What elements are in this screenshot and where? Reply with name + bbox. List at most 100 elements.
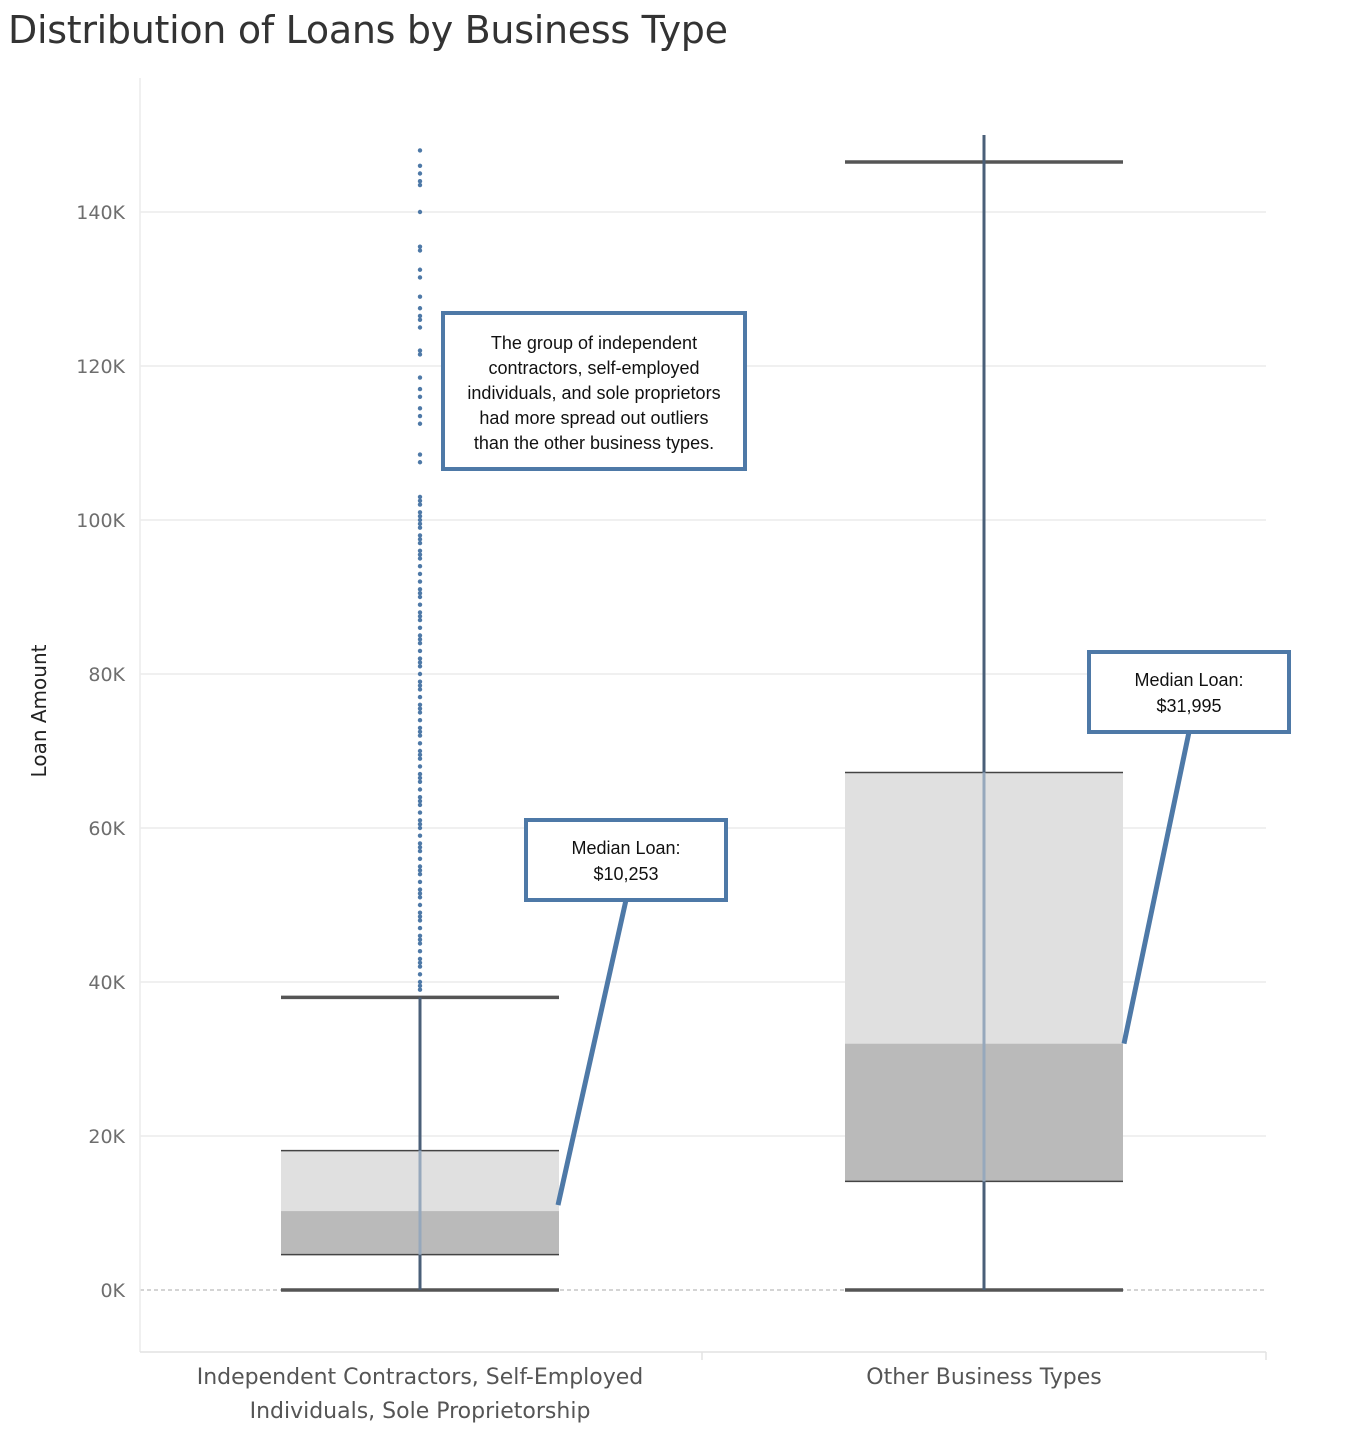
outlier-point (417, 864, 423, 869)
outlier-point (417, 641, 423, 646)
y-tick-label: 120K (76, 356, 125, 378)
outlier-point (417, 579, 423, 584)
annotation-pointer (555, 899, 629, 1206)
outlier-point (417, 748, 423, 754)
outlier-point (417, 702, 423, 707)
outlier-point (417, 413, 423, 419)
annotation-text: contractors, self-employed (488, 358, 699, 378)
outlier-point (417, 872, 423, 877)
outlier-point (417, 460, 423, 465)
outlier-point (417, 752, 423, 758)
outlier-point (417, 845, 423, 850)
outlier-point (417, 294, 423, 299)
outlier-point (417, 571, 423, 577)
annotation-text: had more spread out outliers (479, 408, 708, 428)
outlier-point (417, 918, 423, 923)
annotation-box (524, 818, 728, 902)
outlier-point (417, 887, 423, 892)
outlier-point (417, 610, 423, 615)
annotation-pointer (1121, 731, 1192, 1045)
outlier-point (417, 656, 423, 661)
outlier-point (417, 637, 423, 642)
outlier-point (417, 718, 423, 723)
outlier-point (417, 375, 423, 380)
chart-title: Distribution of Loans by Business Type (8, 8, 728, 52)
outlier-point (417, 979, 423, 985)
outlier-point (417, 949, 423, 954)
outlier-point (417, 148, 423, 153)
outlier-point (417, 633, 423, 638)
outlier-point (417, 756, 423, 761)
outlier-point (417, 956, 423, 962)
annotation-text: $31,995 (1156, 696, 1221, 716)
outlier-point (417, 513, 423, 519)
outlier-point (417, 617, 423, 623)
x-category-label: Individuals, Sole Proprietorship (250, 1399, 591, 1424)
outlier-point (417, 498, 423, 503)
annotation: Median Loan: $31,995 (1087, 650, 1291, 1045)
outlier-point (417, 660, 423, 665)
outlier-point (417, 706, 423, 711)
outlier-point (417, 348, 423, 353)
outlier-point (417, 964, 423, 969)
annotation-layer: The group of independent contractors, sel… (441, 311, 1291, 1206)
y-tick-label: 60K (88, 818, 125, 840)
outlier-point (417, 895, 423, 900)
outlier-point (417, 306, 423, 311)
x-category-label: Other Business Types (866, 1365, 1101, 1390)
outlier-point (417, 406, 423, 411)
annotation-text: $10,253 (593, 864, 658, 884)
outlier-point (417, 602, 423, 607)
outlier-point (417, 267, 423, 272)
outlier-point (417, 163, 423, 168)
outlier-point (417, 614, 423, 619)
y-tick-label: 20K (88, 1126, 125, 1148)
outlier-point (417, 810, 423, 815)
outlier-point (417, 802, 423, 808)
outlier-point (417, 209, 423, 215)
annotation-text: Median Loan: (1134, 670, 1243, 690)
outlier-point (417, 818, 423, 823)
outlier-point (417, 733, 423, 738)
outlier-point (417, 868, 423, 873)
outlier-point (417, 687, 423, 692)
outlier-point (417, 683, 423, 688)
outlier-point (417, 564, 423, 569)
outlier-point (417, 925, 423, 931)
box-group (845, 135, 1123, 1292)
outlier-point (417, 821, 423, 827)
outlier-point (417, 171, 423, 176)
outlier-point (417, 833, 423, 838)
outlier-point (417, 248, 423, 253)
outlier-point (417, 548, 423, 553)
outlier-point (417, 587, 423, 592)
outlier-point (417, 533, 423, 538)
outlier-point (417, 764, 423, 769)
outlier-point (417, 671, 423, 677)
outlier-point (417, 325, 423, 330)
axis-layer: 0K 20K 40K 60K 80K 100K 120K 140K Loan Amount Ind… (27, 78, 1267, 1424)
annotation: The group of independent contractors, sel… (441, 311, 747, 471)
y-axis-label: Loan Amount (27, 644, 51, 777)
outlier-point (417, 625, 423, 630)
outlier-point (417, 741, 423, 746)
outlier-point (417, 521, 423, 527)
outlier-point (417, 983, 423, 989)
outlier-point (417, 525, 423, 530)
outlier-point (417, 648, 423, 654)
outlier-point (417, 594, 423, 600)
annotation-text: The group of independent (491, 333, 697, 353)
outlier-point (417, 537, 423, 542)
outlier-point (417, 679, 423, 684)
box-group (281, 148, 559, 1292)
outlier-point (417, 891, 423, 896)
outlier-point (417, 841, 423, 846)
annotation: Median Loan: $10,253 (524, 818, 728, 1206)
outlier-point (417, 856, 423, 861)
x-category-label: Independent Contractors, Self-Employed (197, 1365, 644, 1390)
outlier-point (417, 972, 423, 977)
outlier-point (417, 710, 423, 715)
outlier-point (417, 552, 423, 557)
outlier-point (417, 502, 423, 507)
